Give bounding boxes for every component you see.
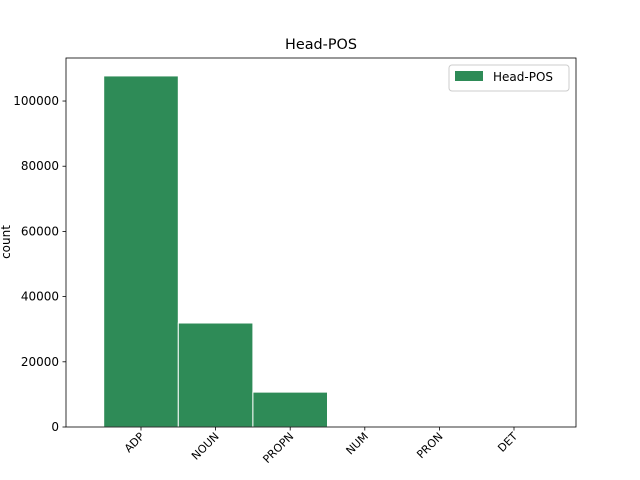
chart-title: Head-POS [285, 37, 357, 53]
legend-swatch [455, 71, 483, 81]
legend-label: Head-POS [493, 70, 553, 84]
x-tick-label: ADP [122, 430, 147, 455]
y-tick-label: 40000 [21, 290, 59, 304]
x-tick-label: PRON [414, 430, 445, 461]
x-tick-label: PROPN [260, 430, 296, 466]
y-axis-label: count [0, 225, 13, 259]
y-tick-label: 20000 [21, 355, 59, 369]
y-tick-label: 80000 [21, 159, 59, 173]
plot-frame [65, 57, 577, 428]
x-tick-label: NOUN [189, 430, 222, 463]
y-tick-label: 0 [51, 420, 59, 434]
bar [252, 391, 328, 428]
y-tick-label: 60000 [21, 224, 59, 238]
y-tick-label: 100000 [13, 94, 59, 108]
bar [103, 75, 179, 428]
x-tick-label: DET [495, 430, 520, 455]
bar [177, 322, 254, 428]
x-tick-label: NUM [343, 430, 370, 457]
